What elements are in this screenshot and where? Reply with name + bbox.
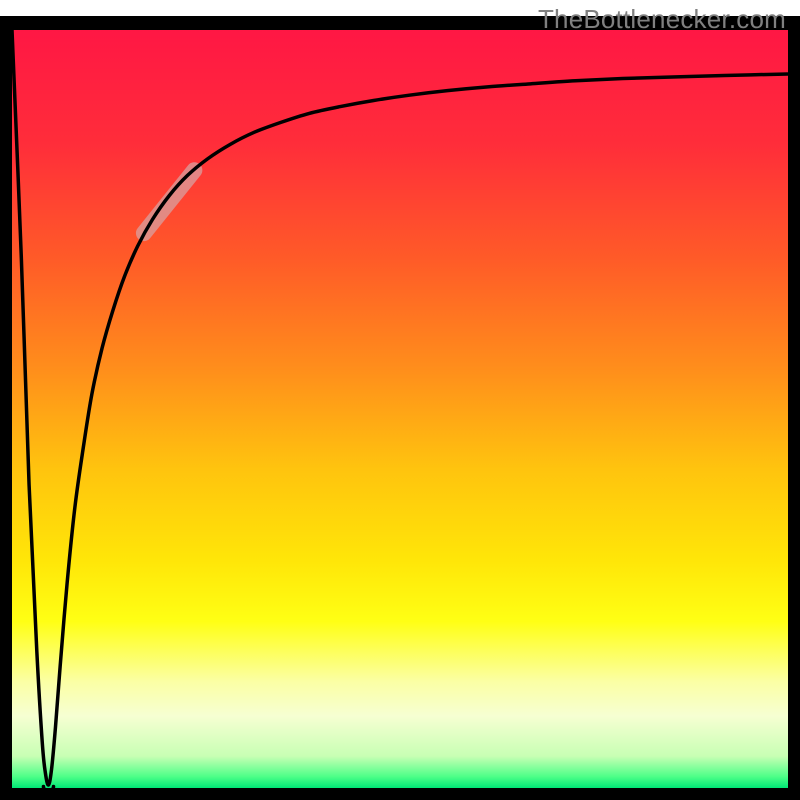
bottleneck-chart: TheBottlenecker.com — [0, 0, 800, 800]
chart-svg — [0, 0, 800, 800]
plot-background — [12, 30, 788, 788]
